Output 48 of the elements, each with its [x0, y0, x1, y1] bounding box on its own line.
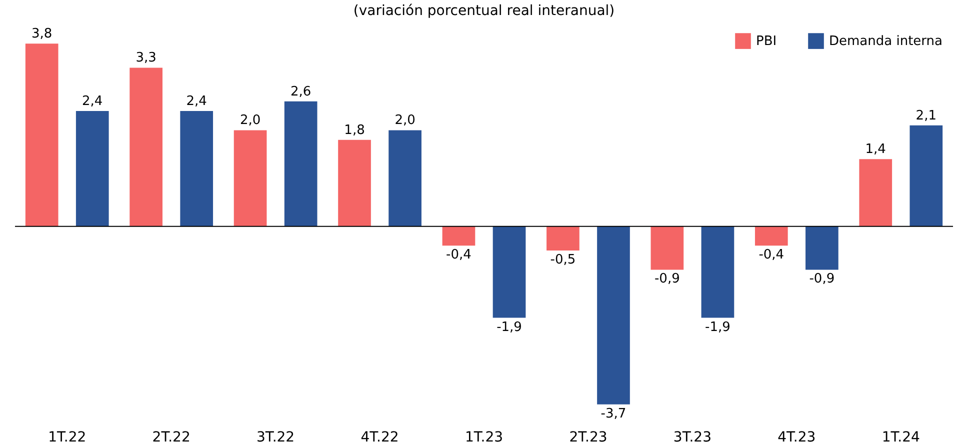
data-label: -0,5 — [550, 252, 576, 268]
data-label: -0,4 — [758, 248, 784, 263]
bar — [25, 44, 58, 226]
bar — [442, 226, 476, 246]
legend-label: Demanda interna — [829, 34, 942, 50]
bar — [492, 226, 526, 318]
data-label: -1,9 — [705, 320, 730, 335]
legend-label: PBI — [756, 34, 777, 50]
data-label: 2,6 — [290, 84, 312, 100]
data-label: -0,9 — [654, 272, 680, 287]
data-label: -0,9 — [809, 272, 835, 287]
bar — [754, 226, 788, 246]
data-label: 3,8 — [32, 26, 52, 42]
bar — [701, 226, 734, 318]
x-tick-label: 1T.22 — [48, 430, 86, 446]
bar — [546, 226, 580, 250]
bar — [284, 101, 318, 226]
bar — [234, 130, 267, 226]
x-tick-label: 1T.23 — [464, 430, 504, 446]
bar — [859, 159, 892, 226]
data-label: -1,9 — [496, 320, 522, 335]
x-tick-label: 3T.23 — [673, 430, 712, 446]
data-label: 3,3 — [136, 50, 156, 66]
data-label: 1,8 — [344, 122, 365, 138]
data-label: -3,7 — [600, 406, 626, 422]
x-tick-label: 4T.22 — [360, 430, 399, 446]
data-label: 2,0 — [240, 113, 261, 128]
data-label: 2,0 — [394, 113, 416, 128]
bar — [910, 125, 943, 226]
bar — [650, 226, 684, 270]
bar — [130, 68, 162, 226]
x-tick-label: 2T.23 — [569, 430, 608, 446]
bar — [388, 130, 422, 226]
x-tick-label: 2T.22 — [152, 430, 190, 446]
data-label: 2,4 — [82, 94, 103, 109]
chart-subtitle: (variación porcentual real interanual) — [353, 3, 615, 19]
data-label: 2,1 — [916, 108, 936, 124]
data-label: 2,4 — [186, 94, 207, 109]
bar — [806, 226, 838, 270]
bar — [180, 110, 214, 226]
x-tick-label: 3T.22 — [256, 430, 295, 446]
bar — [76, 110, 109, 226]
bar — [338, 140, 371, 226]
data-label: -0,4 — [446, 248, 472, 263]
bar — [597, 226, 630, 404]
x-tick-label: 4T.23 — [778, 430, 816, 446]
data-label: 1,4 — [865, 142, 886, 158]
x-tick-label: 1T.24 — [882, 430, 920, 446]
